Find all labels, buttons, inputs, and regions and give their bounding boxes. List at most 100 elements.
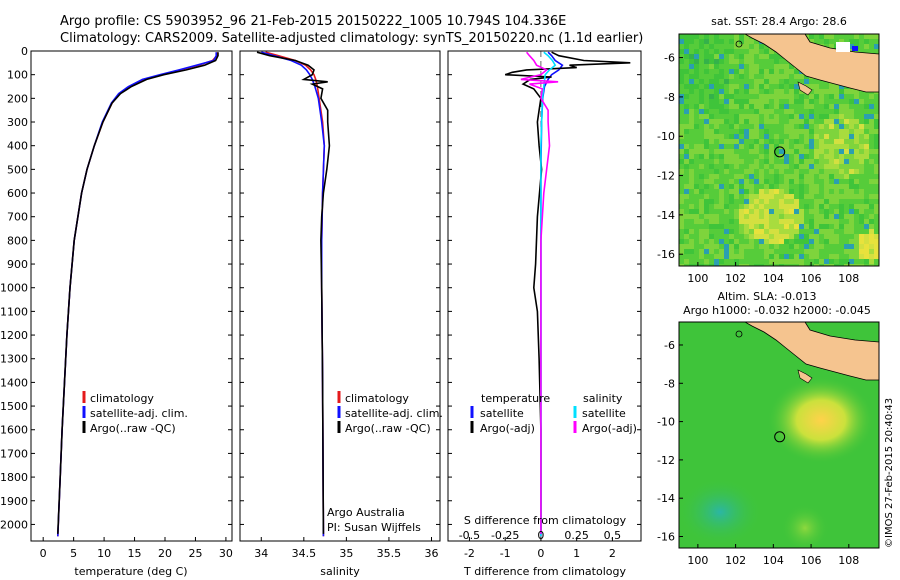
- sst-cell: [744, 104, 749, 109]
- sst-cell: [779, 194, 784, 199]
- sst-cell: [729, 224, 734, 229]
- sst-cell: [779, 79, 784, 84]
- sst-cell: [754, 84, 759, 89]
- sst-cell: [854, 249, 859, 254]
- lon-tick-label: 106: [801, 554, 822, 567]
- sst-cell: [729, 189, 734, 194]
- y-tick-label: 0: [21, 45, 28, 58]
- sst-cell: [819, 139, 824, 144]
- sst-cell: [764, 254, 769, 259]
- sst-cell: [689, 99, 694, 104]
- sst-cell: [814, 264, 819, 266]
- sst-cell: [859, 174, 864, 179]
- sst-cell: [764, 179, 769, 184]
- sst-cell: [869, 229, 874, 234]
- sst-cell: [799, 89, 804, 94]
- sst-cell: [749, 219, 754, 224]
- sst-cell: [699, 114, 704, 119]
- sst-cell: [824, 189, 829, 194]
- sst-cell: [764, 134, 769, 139]
- y-tick-label: 1200: [0, 329, 28, 342]
- x-tick-label: 15: [128, 547, 142, 560]
- sst-cell: [709, 164, 714, 169]
- sst-cell: [819, 244, 824, 249]
- sst-cell: [749, 124, 754, 129]
- sst-cell: [784, 224, 789, 229]
- imos-credit: ©IMOS 27-Feb-2015 20:40:43: [884, 398, 895, 548]
- sst-cell: [699, 119, 704, 124]
- sst-cell: [699, 244, 704, 249]
- sst-cell: [724, 184, 729, 189]
- sst-cell: [864, 44, 869, 49]
- sst-cell: [704, 109, 709, 114]
- sst-cell: [844, 149, 849, 154]
- sst-cell: [804, 79, 809, 84]
- sst-cell: [789, 84, 794, 89]
- sst-cell: [749, 89, 754, 94]
- sst-cell: [739, 229, 744, 234]
- sst-cell: [784, 174, 789, 179]
- sst-cell: [839, 99, 844, 104]
- sst-cell: [744, 149, 749, 154]
- sst-cell: [764, 229, 769, 234]
- sst-cell: [799, 79, 804, 84]
- sst-cell: [749, 174, 754, 179]
- sst-cell: [714, 64, 719, 69]
- sst-cell: [784, 254, 789, 259]
- sst-cell: [874, 239, 879, 244]
- sst-cell: [829, 164, 834, 169]
- sst-cell: [844, 34, 849, 39]
- sst-cell: [779, 139, 784, 144]
- sst-cell: [704, 209, 709, 214]
- sst-cell: [799, 94, 804, 99]
- sst-cell: [764, 124, 769, 129]
- sst-cell: [774, 204, 779, 209]
- sst-cell: [834, 229, 839, 234]
- sst-cell: [689, 254, 694, 259]
- sst-cell: [849, 224, 854, 229]
- sst-cell: [774, 79, 779, 84]
- sst-cell: [764, 69, 769, 74]
- sst-cell: [849, 119, 854, 124]
- sst-cell: [784, 139, 789, 144]
- sst-cell: [849, 139, 854, 144]
- sst-cell: [704, 124, 709, 129]
- sst-cell: [739, 109, 744, 114]
- sst-cell: [784, 114, 789, 119]
- sst-cell: [699, 204, 704, 209]
- sst-cell: [784, 144, 789, 149]
- sst-cell: [734, 44, 739, 49]
- sst-cell: [689, 184, 694, 189]
- sst-cell: [839, 139, 844, 144]
- sst-cell: [799, 179, 804, 184]
- sst-cell: [779, 164, 784, 169]
- series-line-s-argo-adj-: [520, 51, 559, 534]
- sst-cell: [784, 129, 789, 134]
- sst-cell: [834, 199, 839, 204]
- sst-cell: [704, 239, 709, 244]
- sst-cell: [864, 169, 869, 174]
- sst-cell: [714, 79, 719, 84]
- sst-cell: [869, 194, 874, 199]
- sst-cell: [734, 194, 739, 199]
- sst-cell: [809, 224, 814, 229]
- sst-cell: [759, 254, 764, 259]
- sst-cell: [849, 109, 854, 114]
- sst-cell: [784, 64, 789, 69]
- sst-cell: [769, 154, 774, 159]
- sst-cell: [704, 194, 709, 199]
- sst-cell: [694, 129, 699, 134]
- sst-cell: [734, 254, 739, 259]
- sst-cell: [704, 89, 709, 94]
- sst-cell: [864, 194, 869, 199]
- sst-cell: [794, 174, 799, 179]
- legend-climatology: climatology: [90, 392, 154, 405]
- sst-cell: [719, 109, 724, 114]
- sst-cell: [764, 224, 769, 229]
- sst-cell: [694, 64, 699, 69]
- sst-cell: [724, 159, 729, 164]
- sst-cell: [694, 149, 699, 154]
- sst-cell: [709, 39, 714, 44]
- sst-cell: [874, 94, 879, 99]
- sst-cell: [809, 144, 814, 149]
